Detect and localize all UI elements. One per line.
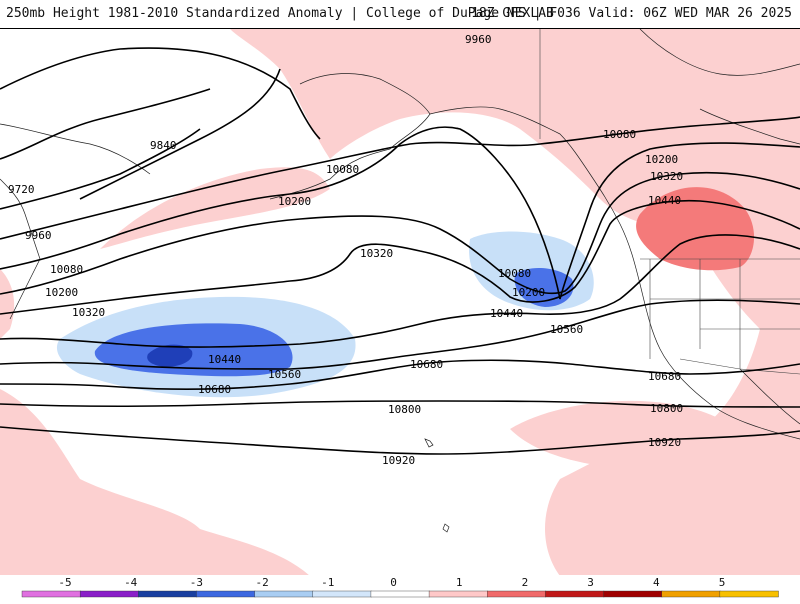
contour-label: 9960 [465, 33, 492, 46]
contour-label: 10680 [198, 383, 231, 396]
colorbar-segment [428, 590, 488, 598]
map-panel: 9960 9840 9720 9960 10080 10200 10320 10… [0, 28, 800, 576]
contour-label: 10680 [410, 358, 443, 371]
colorbar-segment [254, 590, 314, 598]
contour-label: 10080 [50, 263, 83, 276]
contour-label: 10560 [550, 323, 583, 336]
contour-label: 9840 [150, 139, 177, 152]
colorbar-tick-label: 3 [587, 576, 594, 589]
contour-label: 10320 [72, 306, 105, 319]
contour-label: 10200 [645, 153, 678, 166]
map-canvas: 9960 9840 9720 9960 10080 10200 10320 10… [0, 29, 800, 576]
contour-label: 9720 [8, 183, 35, 196]
contour-label: 10800 [650, 402, 683, 415]
coastlines [0, 29, 800, 533]
contour-label: 10200 [512, 286, 545, 299]
contour-label: 10920 [648, 436, 681, 449]
contour-labels: 9960 9840 9720 9960 10080 10200 10320 10… [8, 33, 683, 467]
colorbar-tick-label: -2 [255, 576, 268, 589]
contour-label: 10920 [382, 454, 415, 467]
contour-label: 10080 [326, 163, 359, 176]
positive-anomaly-moderate [636, 187, 755, 271]
header: 250mb Height 1981-2010 Standardized Anom… [0, 0, 800, 28]
colorbar-ticks: -5 -4 -3 -2 -1 0 1 2 3 4 5 [58, 576, 725, 589]
colorbar-svg: -5 -4 -3 -2 -1 0 1 2 3 4 5 [21, 576, 779, 598]
colorbar-tick-label: 5 [719, 576, 726, 589]
height-contours [0, 47, 800, 455]
colorbar-tick-label: -5 [58, 576, 71, 589]
contour-label: 10680 [648, 370, 681, 383]
colorbar-segment [138, 590, 198, 598]
colorbar-segment [487, 590, 547, 598]
map-title: 250mb Height 1981-2010 Standardized Anom… [6, 6, 554, 21]
contour-label: 10560 [268, 368, 301, 381]
colorbar-segment [370, 590, 430, 598]
colorbar-tick-label: -3 [190, 576, 203, 589]
run-info: 18Z GFS | F036 Valid: 06Z WED MAR 26 202… [471, 6, 792, 21]
colorbar-segment [603, 590, 663, 598]
colorbar-segment [312, 590, 372, 598]
contour-label: 10440 [490, 307, 523, 320]
colorbar-segment [545, 590, 605, 598]
contour-label: 10320 [360, 247, 393, 260]
contour-label: 10800 [388, 403, 421, 416]
contour-label: 9960 [25, 229, 52, 242]
colorbar-tick-label: 4 [653, 576, 660, 589]
colorbar-tick-label: -4 [124, 576, 138, 589]
contour-label: 10080 [498, 267, 531, 280]
colorbar-tick-label: 2 [522, 576, 529, 589]
colorbar-tick-label: 0 [390, 576, 397, 589]
colorbar-segment [21, 590, 81, 598]
colorbar-segment [79, 590, 140, 598]
negative-anomaly-strong [147, 344, 193, 367]
contour-label: 10200 [278, 195, 311, 208]
colorbar-tick-label: -1 [321, 576, 334, 589]
colorbar-segments [21, 590, 779, 598]
contour-label: 10440 [648, 194, 681, 207]
contour-label: 10440 [208, 353, 241, 366]
colorbar-tick-label: 1 [456, 576, 463, 589]
colorbar-segment [719, 590, 779, 598]
contour-label: 10200 [45, 286, 78, 299]
colorbar-segment [661, 590, 721, 598]
positive-anomaly-weak [0, 29, 800, 576]
political-borders [539, 29, 800, 375]
contour-label: 10320 [650, 170, 683, 183]
colorbar: -5 -4 -3 -2 -1 0 1 2 3 4 5 [0, 575, 800, 600]
contour-label: 10080 [603, 128, 636, 141]
colorbar-segment [196, 590, 256, 598]
